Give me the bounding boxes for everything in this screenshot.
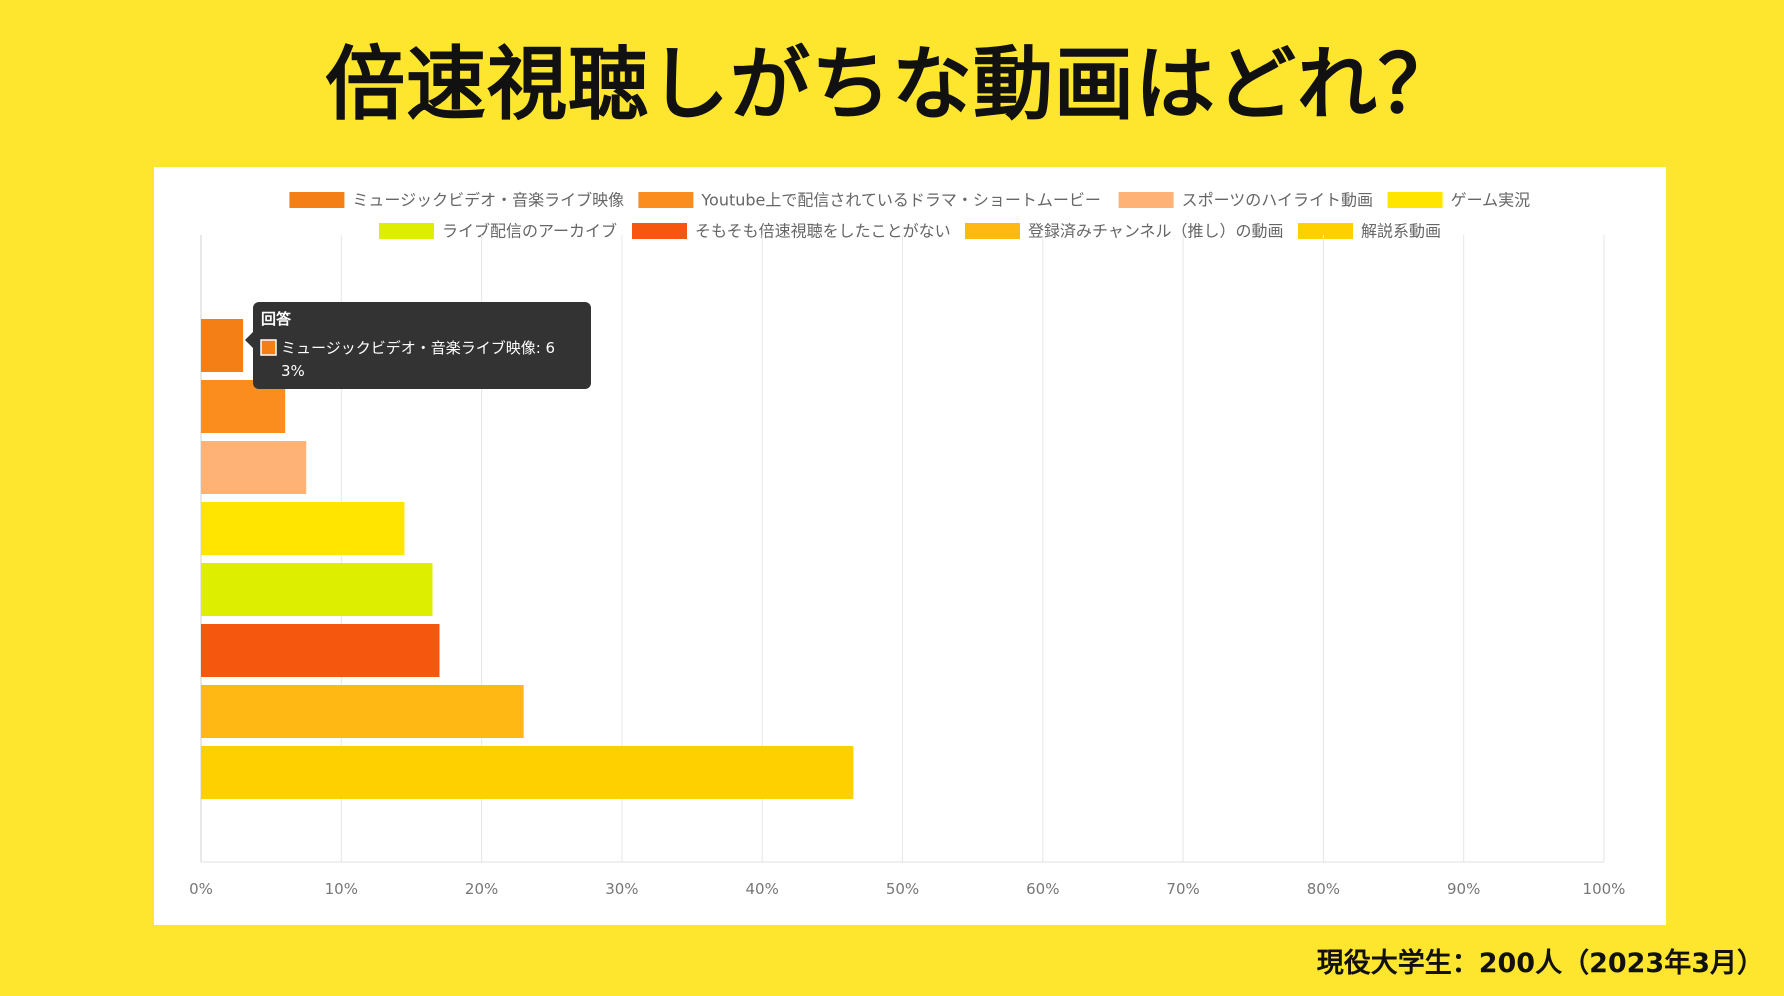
legend-swatch xyxy=(379,223,434,239)
x-tick-label: 40% xyxy=(746,880,779,898)
legend-item[interactable]: 解説系動画 xyxy=(1298,222,1441,241)
legend-item[interactable]: そもそも倍速視聴をしたことがない xyxy=(632,222,951,241)
bar[interactable] xyxy=(201,441,307,494)
x-tick-label: 100% xyxy=(1583,880,1626,898)
tooltip-title: 回答 xyxy=(261,310,292,328)
legend-swatch xyxy=(638,192,694,208)
legend-swatch xyxy=(1298,223,1353,239)
bar[interactable] xyxy=(201,746,854,799)
bar[interactable] xyxy=(201,319,244,372)
legend-item[interactable]: ゲーム実況 xyxy=(1387,191,1531,210)
legend-item[interactable]: スポーツのハイライト動画 xyxy=(1118,191,1373,210)
chart-legend[interactable]: ミュージックビデオ・音楽ライブ映像 Youtube上で配信されているドラマ・ショー… xyxy=(289,191,1530,241)
legend-swatch xyxy=(965,223,1020,239)
x-tick-label: 20% xyxy=(465,880,498,898)
bar-chart: ミュージックビデオ・音楽ライブ映像 Youtube上で配信されているドラマ・ショー… xyxy=(189,191,1625,899)
x-tick-label: 80% xyxy=(1307,880,1340,898)
x-tick-label: 90% xyxy=(1447,880,1480,898)
legend-item[interactable]: ライブ配信のアーカイブ xyxy=(379,222,617,241)
legend-swatch xyxy=(632,223,687,239)
chart-card: ミュージックビデオ・音楽ライブ映像 Youtube上で配信されているドラマ・ショー… xyxy=(154,167,1666,925)
legend-label: スポーツのハイライト動画 xyxy=(1182,191,1373,210)
tooltip-value-line: ミュージックビデオ・音楽ライブ映像: 6 xyxy=(281,339,555,357)
legend-item[interactable]: ミュージックビデオ・音楽ライブ映像 xyxy=(289,191,624,210)
chart-bars xyxy=(201,319,854,799)
legend-label: ライブ配信のアーカイブ xyxy=(442,222,617,241)
x-tick-label: 0% xyxy=(189,880,213,898)
x-tick-label: 50% xyxy=(886,880,919,898)
tooltip-caret xyxy=(245,332,253,348)
x-tick-label: 60% xyxy=(1026,880,1059,898)
legend-swatch xyxy=(1387,192,1443,208)
legend-swatch xyxy=(289,192,345,208)
legend-label: 解説系動画 xyxy=(1361,222,1441,241)
legend-item[interactable]: 登録済みチャンネル（推し）の動画 xyxy=(965,222,1284,241)
legend-item[interactable]: Youtube上で配信されているドラマ・ショートムービー xyxy=(638,191,1101,210)
x-tick-label: 70% xyxy=(1166,880,1199,898)
legend-label: ゲーム実況 xyxy=(1451,191,1531,210)
tooltip-value-line-2: 3% xyxy=(281,362,305,380)
x-axis-tick-labels: 0% 10% 20% 30% 40% 50% 60% 70% 80% 90% 100% xyxy=(189,880,1625,898)
x-tick-label: 10% xyxy=(325,880,358,898)
bar[interactable] xyxy=(201,685,524,738)
tooltip-box xyxy=(253,302,591,389)
x-tick-label: 30% xyxy=(605,880,638,898)
legend-label: 登録済みチャンネル（推し）の動画 xyxy=(1028,222,1284,241)
legend-label: そもそも倍速視聴をしたことがない xyxy=(695,222,951,241)
slide-title: 倍速視聴しがちな動画はどれ？ xyxy=(325,38,1459,131)
tooltip-swatch xyxy=(260,339,277,356)
bar[interactable] xyxy=(201,563,433,616)
survey-footnote: 現役大学生：200人（2023年3月） xyxy=(1316,948,1764,979)
bar[interactable] xyxy=(201,624,440,677)
legend-swatch xyxy=(1118,192,1174,208)
bar[interactable] xyxy=(201,502,405,555)
legend-label: ミュージックビデオ・音楽ライブ映像 xyxy=(352,191,624,210)
legend-label: Youtube上で配信されているドラマ・ショートムービー xyxy=(700,191,1101,210)
